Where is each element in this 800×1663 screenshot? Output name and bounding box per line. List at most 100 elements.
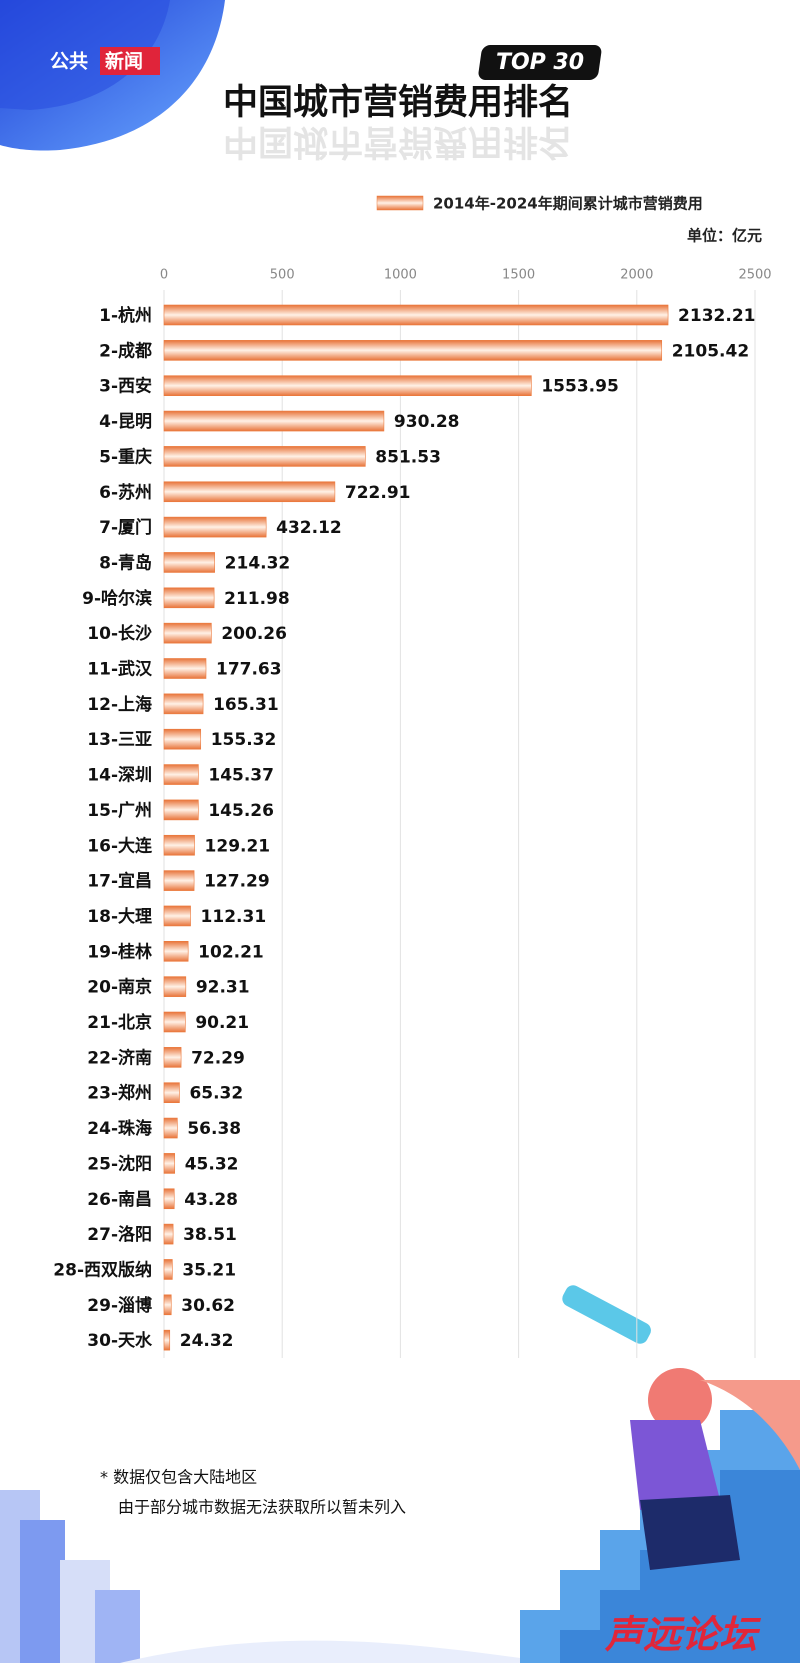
y-tick-label: 14-深圳 bbox=[87, 765, 152, 786]
bar bbox=[163, 870, 195, 891]
footnote: * 数据仅包含大陆地区 bbox=[100, 1468, 257, 1487]
y-tick-label: 10-长沙 bbox=[87, 623, 152, 644]
logo-box bbox=[100, 47, 160, 75]
data-label: 127.29 bbox=[204, 872, 270, 892]
bar bbox=[163, 940, 189, 962]
y-tick-label: 22-济南 bbox=[87, 1047, 152, 1068]
y-tick-label: 23-郑州 bbox=[87, 1083, 152, 1104]
chart-title: 中国城市营销费用排名 bbox=[223, 83, 573, 123]
y-tick-label: 13-三亚 bbox=[87, 730, 152, 750]
x-tick-label: 2000 bbox=[620, 268, 653, 283]
title-reflection: 中国城市营销费用排名 bbox=[223, 121, 573, 161]
bar bbox=[163, 1082, 180, 1103]
y-tick-label: 17-宜昌 bbox=[87, 871, 152, 892]
bar bbox=[163, 1259, 173, 1280]
bar bbox=[163, 764, 199, 785]
y-tick-label: 3-西安 bbox=[99, 376, 152, 397]
y-tick-label: 15-广州 bbox=[87, 800, 152, 821]
data-label: 65.32 bbox=[189, 1084, 243, 1104]
data-label: 211.98 bbox=[224, 589, 290, 609]
x-tick-label: 1500 bbox=[502, 268, 535, 283]
y-tick-label: 8-青岛 bbox=[99, 552, 152, 573]
y-tick-label: 7-厦门 bbox=[99, 517, 152, 538]
y-tick-label: 26-南昌 bbox=[87, 1189, 152, 1210]
data-label: 145.37 bbox=[208, 766, 274, 786]
y-tick-label: 25-沈阳 bbox=[87, 1153, 152, 1174]
data-label: 30.62 bbox=[181, 1296, 235, 1316]
bar bbox=[163, 693, 204, 715]
bar bbox=[163, 976, 187, 997]
x-tick-label: 2500 bbox=[738, 268, 771, 283]
bar bbox=[163, 1011, 186, 1033]
bar bbox=[163, 340, 663, 361]
unit-label: 单位：亿元 bbox=[687, 227, 762, 245]
data-label: 112.31 bbox=[201, 907, 267, 927]
bar bbox=[163, 1223, 174, 1245]
data-label: 200.26 bbox=[221, 624, 287, 644]
y-tick-label: 6-苏州 bbox=[99, 482, 152, 503]
data-label: 35.21 bbox=[182, 1260, 236, 1280]
y-tick-label: 24-珠海 bbox=[87, 1118, 152, 1139]
data-label: 930.28 bbox=[394, 412, 460, 432]
x-tick-label: 500 bbox=[270, 268, 295, 283]
bar bbox=[163, 481, 336, 503]
data-label: 38.51 bbox=[183, 1225, 237, 1245]
bar bbox=[163, 799, 199, 821]
y-tick-label: 20-南京 bbox=[87, 977, 152, 998]
data-label: 43.28 bbox=[184, 1190, 238, 1210]
bar bbox=[163, 1188, 175, 1210]
data-label: 722.91 bbox=[345, 483, 411, 503]
data-label: 45.32 bbox=[185, 1154, 239, 1174]
y-tick-label: 28-西双版纳 bbox=[53, 1259, 152, 1280]
data-label: 432.12 bbox=[276, 518, 342, 538]
bar bbox=[163, 1153, 176, 1174]
data-label: 92.31 bbox=[196, 978, 250, 998]
data-label: 2132.21 bbox=[678, 306, 755, 326]
bar bbox=[163, 905, 191, 927]
data-label: 102.21 bbox=[198, 942, 264, 962]
decoration bbox=[0, 0, 170, 110]
x-tick-label: 1000 bbox=[384, 268, 417, 283]
bar bbox=[163, 552, 215, 573]
y-tick-label: 2-成都 bbox=[99, 340, 152, 361]
data-label: 145.26 bbox=[208, 801, 274, 821]
bar bbox=[163, 1329, 171, 1351]
data-label: 24.32 bbox=[180, 1331, 234, 1351]
bar bbox=[163, 658, 207, 679]
footnote: 由于部分城市数据无法获取所以暂未列入 bbox=[118, 1498, 406, 1517]
legend-swatch bbox=[376, 195, 424, 211]
data-label: 851.53 bbox=[375, 447, 441, 467]
watermark: 声远论坛 bbox=[604, 1613, 762, 1657]
bar bbox=[163, 728, 202, 750]
y-tick-label: 19-桂林 bbox=[87, 941, 152, 962]
bar bbox=[163, 1294, 172, 1316]
bar bbox=[163, 622, 212, 644]
bar bbox=[163, 1117, 178, 1139]
y-tick-label: 4-昆明 bbox=[99, 412, 152, 432]
logo-text: 新闻 bbox=[105, 50, 143, 73]
bar bbox=[163, 446, 366, 467]
data-label: 90.21 bbox=[195, 1013, 249, 1033]
data-label: 177.63 bbox=[216, 660, 282, 680]
y-tick-label: 27-洛阳 bbox=[87, 1224, 152, 1245]
data-label: 56.38 bbox=[187, 1119, 241, 1139]
data-label: 1553.95 bbox=[541, 377, 618, 397]
bar bbox=[163, 834, 195, 856]
badge-text: TOP 30 bbox=[496, 50, 584, 75]
y-tick-label: 9-哈尔滨 bbox=[82, 588, 152, 609]
y-tick-label: 21-北京 bbox=[87, 1012, 152, 1033]
y-tick-label: 12-上海 bbox=[87, 694, 152, 715]
y-tick-label: 1-杭州 bbox=[99, 305, 152, 326]
bar bbox=[163, 375, 532, 397]
decoration bbox=[0, 1285, 800, 1663]
bar bbox=[163, 516, 267, 538]
bar bbox=[163, 304, 669, 326]
y-tick-label: 16-大连 bbox=[87, 835, 153, 856]
y-tick-label: 29-淄博 bbox=[87, 1295, 152, 1316]
bar bbox=[163, 587, 215, 609]
y-tick-label: 18-大理 bbox=[87, 906, 152, 927]
logo-text: 公共 bbox=[50, 51, 88, 73]
data-label: 129.21 bbox=[205, 836, 271, 856]
bar bbox=[163, 410, 385, 432]
